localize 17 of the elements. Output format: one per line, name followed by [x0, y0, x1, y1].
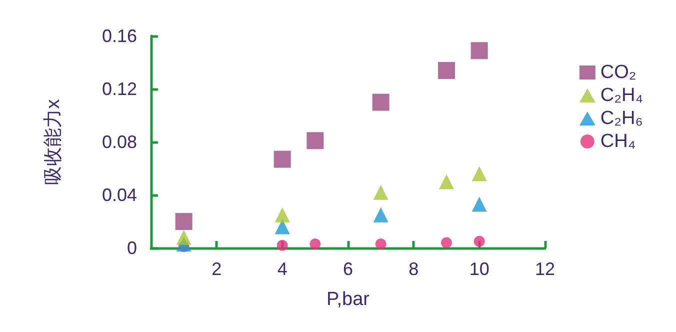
- legend-label: C₂H₄: [600, 85, 644, 106]
- y-tick-label: 0.12: [102, 79, 137, 99]
- x-tick-label: 6: [342, 259, 354, 279]
- y-tick-label: 0.04: [102, 185, 137, 205]
- x-tick-label: 2: [212, 259, 222, 279]
- x-tick-label: 12: [534, 259, 556, 279]
- legend-label: CH₄: [600, 131, 636, 152]
- y-tick-label: 0.16: [102, 26, 137, 46]
- y-axis-title: 吸收能力x: [43, 98, 64, 185]
- legend-label: C₂H₆: [600, 108, 643, 129]
- x-axis-title: P,bar: [326, 289, 370, 310]
- x-tick-label: 8: [408, 259, 419, 279]
- legend-label: CO₂: [600, 62, 636, 83]
- y-tick-label: 0: [126, 238, 137, 258]
- y-tick-label: 0.08: [102, 132, 137, 152]
- x-tick-label: 4: [277, 259, 288, 279]
- x-tick-label: 10: [469, 259, 490, 279]
